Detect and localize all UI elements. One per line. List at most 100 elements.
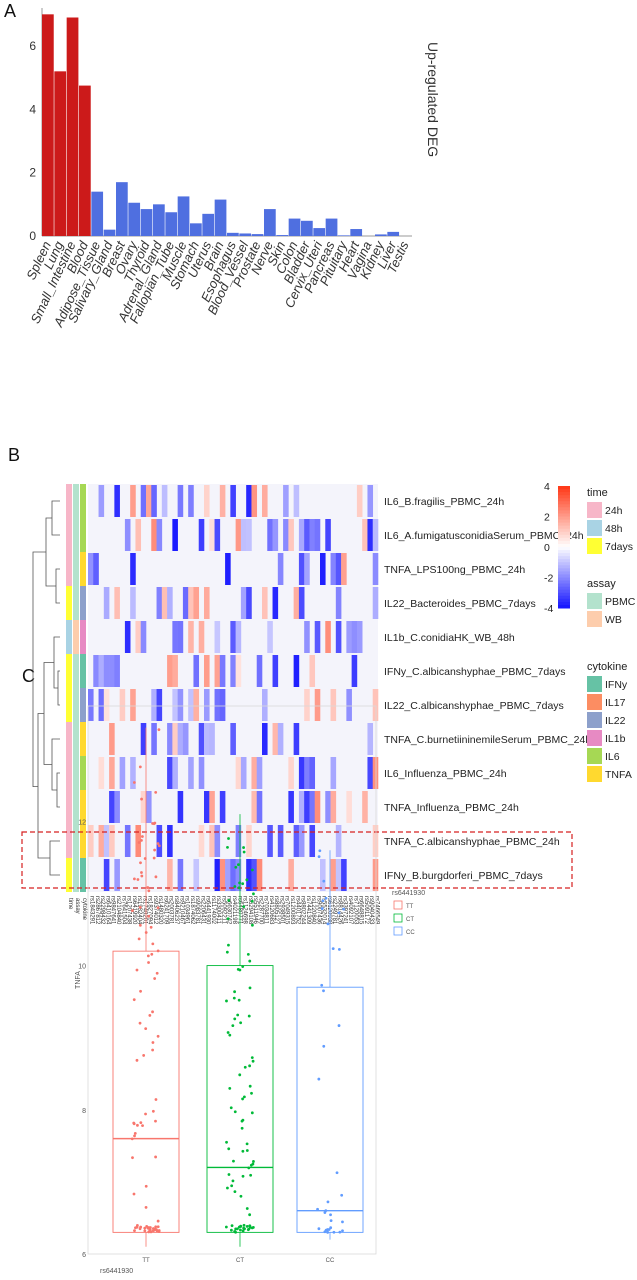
c-point — [144, 1184, 148, 1188]
c-point — [238, 1073, 242, 1077]
b-heatmap-cell — [225, 859, 231, 891]
b-legend-label: TNFA — [605, 769, 632, 781]
c-x-label: rs6441930 — [100, 1268, 133, 1275]
b-heatmap-cell — [172, 655, 178, 687]
b-heatmap-cell — [262, 587, 268, 619]
b-legend-title: cytokine — [587, 661, 627, 673]
a-y-tick-label: 0 — [29, 229, 36, 243]
c-point — [252, 892, 255, 896]
b-heatmap-cell — [293, 587, 300, 619]
c-y-axis: 6 8 10 12 — [78, 819, 86, 1259]
a-bar — [251, 234, 264, 236]
b-heatmap-cell — [114, 655, 120, 687]
a-bar — [375, 234, 387, 236]
b-row-label: IL6_Influenza_PBMC_24h — [384, 768, 507, 780]
b-heatmap-cell — [256, 757, 263, 789]
c-point — [136, 1123, 139, 1127]
b-column-label: rs3397241 — [342, 896, 348, 925]
b-legend-label: 24h — [605, 505, 623, 517]
b-heatmap-cell — [156, 519, 163, 551]
b-column-label: rs6630742 — [226, 896, 232, 925]
b-annotation-cell — [73, 824, 79, 858]
b-heatmap-cell — [130, 689, 136, 721]
b-column-label: rs1843291 — [89, 896, 95, 925]
c-point — [154, 1119, 157, 1123]
c-point — [131, 1156, 134, 1160]
c-x-categories: TT CT CC — [142, 1258, 335, 1264]
b-heatmap-cell — [151, 485, 157, 517]
c-point — [250, 868, 254, 872]
b-heatmap-cell — [372, 825, 379, 857]
b-heatmap-cell — [356, 621, 363, 653]
c-point — [230, 1224, 234, 1228]
b-heatmap-cell — [330, 689, 337, 721]
c-point — [230, 1184, 234, 1188]
b-heatmap-cell — [298, 825, 305, 857]
c-point — [139, 1225, 143, 1229]
c-point — [241, 965, 245, 968]
b-row-label: TNFA_C.albicanshyphae_PBMC_24h — [384, 836, 560, 848]
b-heatmap-cell — [167, 723, 173, 755]
c-point — [233, 1230, 237, 1233]
c-point — [151, 1041, 155, 1044]
c-point — [229, 1106, 233, 1110]
b-column-label: rs3300411 — [215, 896, 221, 925]
a-bar — [227, 232, 239, 236]
b-heatmap-cell — [177, 689, 184, 721]
b-heatmap-cell — [314, 791, 321, 823]
c-point — [133, 1134, 136, 1138]
c-point — [227, 1147, 231, 1151]
b-column-label: rs7120053 — [352, 896, 358, 925]
b-column-label: rs9040433 — [368, 896, 374, 925]
b-heatmap-cell — [346, 689, 352, 721]
b-heatmap-cell — [198, 519, 205, 551]
b-heatmap-cell — [314, 621, 321, 653]
c-point — [136, 878, 140, 881]
b-column-label: rs2206431 — [199, 896, 205, 925]
c-point — [326, 922, 330, 926]
b-heatmap-cell — [219, 859, 226, 891]
b-heatmap-cell — [372, 553, 379, 585]
b-column-label: rs9007436 — [315, 896, 321, 925]
b-heatmap-cell — [214, 655, 221, 687]
a-bar — [79, 85, 91, 236]
b-heatmap-cell — [267, 825, 273, 857]
b-scale-step — [558, 583, 570, 588]
a-bar — [177, 196, 190, 236]
c-point — [149, 925, 153, 929]
b-heatmap-cell — [204, 791, 210, 823]
b-heatmap-cell — [219, 655, 226, 687]
c-point — [146, 954, 150, 958]
c-point — [143, 1229, 147, 1233]
b-annotation-cell — [80, 858, 86, 892]
b-heatmap-cell — [219, 485, 226, 517]
b-scale-step — [558, 540, 570, 545]
b-annotation-cell — [80, 688, 86, 722]
b-heatmap-cell — [251, 757, 258, 789]
bar-chart-a: 0 2 4 6 SpleenLungSmall_IntestineBloodAdipo… — [23, 8, 441, 330]
b-column-label: rs2867812 — [94, 896, 100, 925]
b-row-label: IFNy_B.burgdorferi_PBMC_7days — [384, 870, 543, 882]
c-point — [320, 907, 324, 910]
c-point — [245, 1225, 249, 1228]
b-column-label: rs1174002 — [210, 896, 216, 925]
c-y-tick-label: 6 — [82, 1252, 86, 1259]
b-heatmap-cell — [156, 825, 163, 857]
b-row-label: IL6_B.fragilis_PBMC_24h — [384, 496, 504, 508]
c-point — [342, 907, 346, 911]
b-heatmap-cell — [98, 757, 105, 789]
c-point — [242, 850, 246, 854]
b-annotation-cell — [73, 484, 79, 518]
c-point — [326, 1200, 330, 1204]
c-point — [151, 942, 155, 946]
b-scale-step — [558, 528, 570, 533]
b-heatmap-cell — [167, 655, 173, 687]
b-column-label: rs2287700 — [257, 896, 263, 925]
c-point — [228, 1033, 232, 1037]
c-point — [135, 968, 139, 972]
c-point — [228, 1087, 232, 1090]
c-point — [227, 837, 230, 840]
a-bar — [42, 14, 54, 237]
